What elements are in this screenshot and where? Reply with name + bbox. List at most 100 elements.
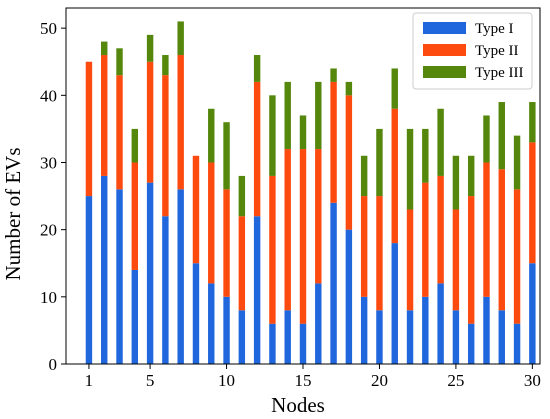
- bar-node-22-type-1: [406, 310, 414, 364]
- bar-node-30-type-1: [529, 263, 536, 364]
- bar-node-20-type-1: [376, 310, 383, 364]
- legend-swatch-type-3: [423, 66, 466, 78]
- bar-node-25-type-3: [452, 155, 460, 210]
- bar-node-9-type-1: [208, 283, 215, 364]
- bar-node-18-type-1: [345, 229, 353, 364]
- y-tick-label: 50: [40, 19, 57, 38]
- x-tick-label: 10: [218, 371, 235, 390]
- bar-node-19-type-3: [360, 155, 368, 197]
- bar-node-30-type-3: [529, 102, 536, 143]
- plot-frame: [65, 7, 541, 365]
- bar-node-8-type-1: [192, 263, 200, 364]
- bar-node-3-type-1: [116, 189, 123, 364]
- bar-node-7-type-2: [177, 55, 184, 190]
- bar-node-14-type-1: [284, 310, 291, 364]
- x-tick-label: 20: [371, 371, 388, 390]
- bar-node-5-type-2: [146, 61, 154, 183]
- bar-node-26-type-1: [467, 323, 475, 364]
- bar-node-28-type-2: [498, 169, 505, 311]
- bar-node-23-type-2: [422, 182, 429, 297]
- bar-node-2-type-1: [101, 175, 108, 364]
- bar-node-16-type-3: [315, 81, 322, 150]
- bar-node-5-type-3: [146, 34, 154, 62]
- bar-node-8-type-2: [192, 155, 200, 264]
- bar-node-2-type-2: [101, 55, 108, 176]
- bar-node-13-type-3: [269, 95, 276, 176]
- bar-node-12-type-2: [253, 81, 261, 217]
- bar-node-26-type-3: [467, 155, 475, 197]
- y-tick-label: 30: [40, 153, 57, 172]
- bar-node-11-type-2: [238, 216, 246, 311]
- legend-label-type-2: Type II: [475, 43, 519, 59]
- bar-node-11-type-3: [238, 175, 246, 217]
- bar-node-27-type-2: [483, 162, 490, 297]
- bar-node-10-type-2: [223, 189, 230, 297]
- bar-node-5-type-1: [146, 182, 154, 364]
- bar-node-24-type-1: [437, 283, 444, 364]
- bar-node-6-type-1: [162, 216, 169, 364]
- bar-node-20-type-3: [376, 128, 383, 197]
- bar-node-6-type-2: [162, 75, 169, 217]
- bar-node-28-type-1: [498, 310, 505, 364]
- bar-node-1-type-1: [85, 196, 93, 364]
- bar-node-12-type-3: [253, 55, 261, 82]
- y-tick-label: 10: [40, 288, 57, 307]
- bar-node-13-type-2: [269, 175, 276, 324]
- bar-node-23-type-3: [422, 128, 429, 183]
- bar-node-4-type-1: [131, 269, 139, 364]
- bar-node-27-type-1: [483, 296, 490, 364]
- bar-node-3-type-3: [116, 48, 123, 76]
- bar-node-10-type-3: [223, 122, 230, 190]
- bar-node-18-type-3: [345, 81, 353, 96]
- bar-node-24-type-3: [437, 108, 444, 176]
- bar-node-20-type-2: [376, 196, 383, 311]
- bar-node-16-type-1: [315, 283, 322, 364]
- bar-node-15-type-1: [299, 323, 307, 364]
- bar-node-14-type-3: [284, 81, 291, 150]
- bar-node-19-type-1: [360, 296, 368, 364]
- bar-node-29-type-2: [513, 189, 521, 324]
- bar-node-17-type-3: [330, 68, 337, 82]
- legend-label-type-3: Type III: [475, 65, 524, 81]
- bar-node-12-type-1: [253, 216, 261, 364]
- bar-node-21-type-1: [391, 243, 398, 364]
- bar-node-9-type-2: [208, 162, 215, 284]
- bar-node-7-type-1: [177, 189, 184, 364]
- bar-node-25-type-1: [452, 310, 460, 364]
- bar-node-21-type-3: [391, 68, 398, 109]
- bar-node-17-type-1: [330, 202, 337, 364]
- bar-node-29-type-1: [513, 323, 521, 364]
- y-axis-title: Number of EVs: [1, 148, 25, 281]
- bar-node-16-type-2: [315, 149, 322, 284]
- bar-node-19-type-2: [360, 196, 368, 297]
- bar-node-14-type-2: [284, 149, 291, 311]
- legend-swatch-type-2: [423, 44, 466, 56]
- bar-node-17-type-2: [330, 81, 337, 203]
- bar-node-11-type-1: [238, 310, 246, 364]
- bar-node-7-type-3: [177, 21, 184, 56]
- y-tick-label: 20: [40, 221, 57, 240]
- bar-node-30-type-2: [529, 142, 536, 264]
- bar-node-22-type-3: [406, 128, 414, 210]
- legend-label-type-1: Type I: [475, 21, 514, 37]
- bar-node-26-type-2: [467, 196, 475, 324]
- bar-node-4-type-3: [131, 128, 139, 163]
- bar-node-29-type-3: [513, 135, 521, 190]
- y-tick-label: 0: [49, 355, 58, 374]
- x-axis-title: Nodes: [271, 393, 325, 417]
- bar-node-21-type-2: [391, 108, 398, 244]
- bar-node-15-type-2: [299, 149, 307, 324]
- bars-layer: [85, 21, 536, 364]
- x-tick-label: 30: [524, 371, 541, 390]
- bar-node-18-type-2: [345, 95, 353, 230]
- bar-node-10-type-1: [223, 296, 230, 364]
- bar-node-24-type-2: [437, 175, 444, 284]
- x-tick-label: 15: [295, 371, 312, 390]
- x-tick-label: 1: [85, 371, 94, 390]
- legend: Type I Type II Type III: [412, 12, 533, 90]
- bar-node-1-type-2: [85, 61, 93, 197]
- x-tick-label: 5: [146, 371, 155, 390]
- x-tick-label: 25: [447, 371, 464, 390]
